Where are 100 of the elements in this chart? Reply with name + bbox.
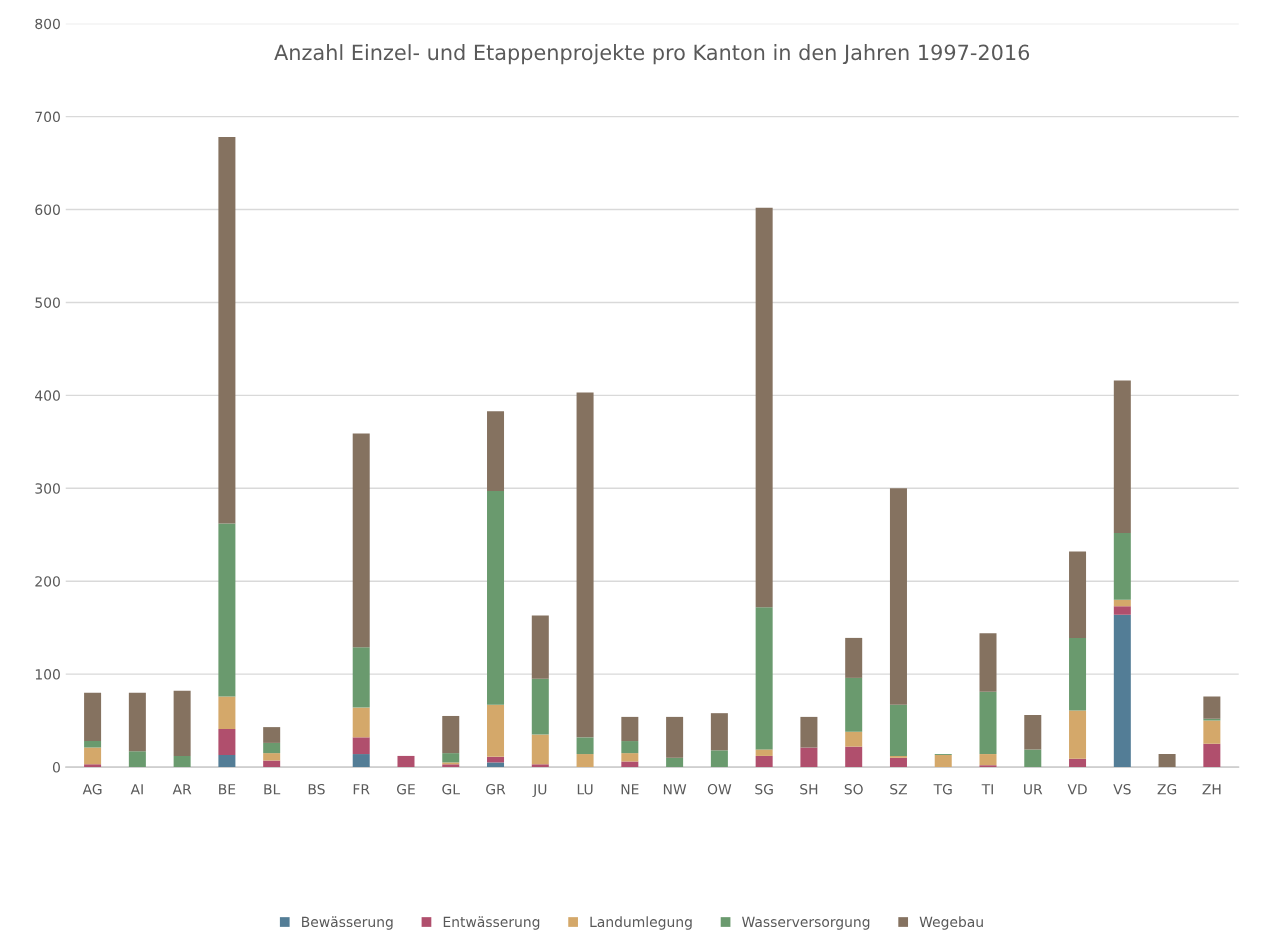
bar [1024,715,1042,750]
bar [1203,743,1221,768]
bar [263,753,281,761]
bar [1069,758,1087,768]
x-tick-label: AG [82,783,102,795]
x-tick-label: SH [800,783,818,795]
bar [263,760,281,768]
bar [1113,599,1131,607]
bar [845,731,863,747]
text: Anzahl Einzel- und Etappenprojekte pro Kanton in den Jahren 1997-2016 [274,44,1030,65]
bar [845,637,863,678]
legend-label: Entwässerung [443,916,540,930]
x-tick-label: VS [1113,783,1131,795]
bar [576,754,594,768]
bar [666,716,684,758]
bar [710,713,728,751]
x-tick-label: BL [264,784,281,795]
x-tick-label: SG [755,783,773,795]
bar [889,757,907,768]
x-tick-label: AR [172,784,192,795]
bar [487,762,505,768]
bar [487,704,505,757]
bar [979,633,997,692]
x-tick-label: BS [308,783,325,795]
bar [352,707,370,738]
bar [173,690,191,756]
legend-label: Bewässerung [302,916,393,930]
bar [352,647,370,708]
x-tick-label: FR [353,784,370,795]
x-tick-label: TI [981,784,993,795]
bar [1069,637,1087,711]
bar [84,692,102,742]
bar [1113,380,1131,533]
y-tick-label: 800 [35,18,60,30]
bar [263,742,281,754]
bar [84,741,102,748]
bar [531,734,549,765]
bar [1113,532,1131,600]
bar [218,696,236,729]
bar [845,746,863,768]
x-tick-label: SO [844,783,863,795]
bar [1113,606,1131,615]
bar [1113,614,1131,768]
bar [800,716,818,748]
bar [1203,720,1221,744]
bar [1158,754,1176,768]
x-tick-label: LU [577,784,593,795]
y-tick-label: 0 [52,762,60,773]
x-tick-label: NE [621,784,639,795]
bar [218,523,236,697]
bar [979,691,997,755]
bar [173,755,191,768]
bar [845,677,863,732]
y-tick-label: 500 [35,297,60,308]
bar [531,678,549,735]
bar [352,433,370,648]
bar [442,715,460,754]
y-tick-label: 600 [35,204,60,215]
bar [352,737,370,755]
x-tick-label: ZH [1202,784,1221,795]
bar [800,747,818,768]
bar [1024,749,1042,768]
bar [576,392,594,738]
x-tick-label: AI [130,784,143,795]
bar [755,755,773,768]
bar [621,753,639,762]
bar [531,764,549,768]
bar [487,491,505,705]
bar [397,755,415,768]
x-tick-label: NW [663,784,687,795]
bar [576,737,594,755]
bar [755,749,773,756]
legend-label: Wasserversorgung [742,916,870,930]
bar [352,754,370,768]
x-tick-label: GL [442,783,460,795]
bar [84,747,102,765]
bar [889,704,907,756]
bar [755,607,773,750]
bar [442,753,460,763]
x-tick-label: GR [486,783,506,795]
bar [710,750,728,768]
bar [128,751,146,768]
bar [889,488,907,705]
x-tick-label: JU [532,784,547,798]
x-tick-label: TG [933,783,952,795]
bar [1069,551,1087,638]
bar [218,754,236,768]
bar [531,615,549,679]
y-tick-label: 300 [35,483,60,494]
bar [979,754,997,766]
bar [621,761,639,768]
legend-label: Wegebau [919,916,983,930]
bar [934,754,952,768]
x-tick-label: ZG [1157,783,1177,795]
bar [487,411,505,492]
legend-label: Landumlegung [590,916,692,930]
bar [755,207,773,608]
x-tick-label: OW [707,783,732,795]
x-tick-label: BE [219,784,236,795]
bar [1069,710,1087,759]
